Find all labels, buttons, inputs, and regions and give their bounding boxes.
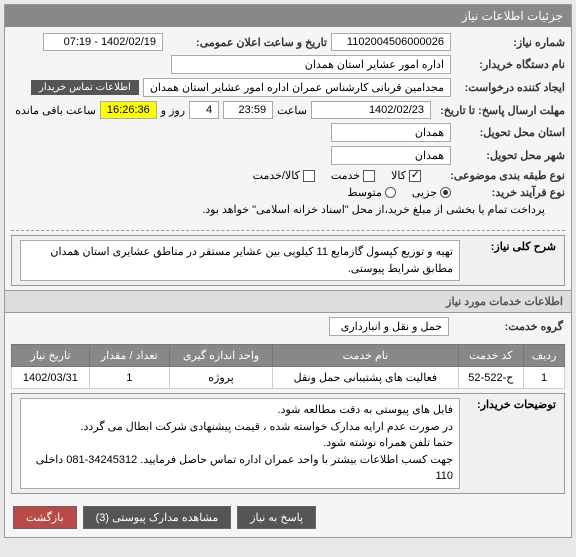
countdown-value: 16:26:36 bbox=[100, 101, 157, 119]
panel-title: جزئیات اطلاعات نیاز bbox=[5, 5, 571, 27]
td-unit: پروژه bbox=[169, 367, 273, 389]
goods-checkbox[interactable]: کالا bbox=[391, 169, 421, 182]
notes-box: توضیحات خریدار: فایل های پیوستی به دقت م… bbox=[11, 393, 565, 494]
group-value: حمل و نقل و انبارداری bbox=[329, 317, 449, 336]
description-box: شرح کلی نیاز: تهیه و توزیع کپسول گازمایع… bbox=[11, 235, 565, 286]
purchase-type-label: نوع فرآیند خرید: bbox=[455, 186, 565, 199]
attachments-button[interactable]: مشاهده مدارک پیوستی (3) bbox=[83, 506, 232, 529]
deadline-date: 1402/02/23 bbox=[311, 101, 431, 119]
medium-radio[interactable]: متوسط bbox=[347, 186, 396, 199]
deadline-label: مهلت ارسال پاسخ: تا تاریخ: bbox=[435, 104, 565, 117]
req-no-label: شماره نیاز: bbox=[455, 36, 565, 49]
th-unit: واحد اندازه گیری bbox=[169, 345, 273, 367]
service-label: خدمت bbox=[331, 169, 360, 182]
desc-label: شرح کلی نیاز: bbox=[466, 240, 556, 253]
td-code: ح-522-52 bbox=[458, 367, 524, 389]
back-button[interactable]: بازگشت bbox=[13, 506, 77, 529]
days-value: 4 bbox=[189, 101, 219, 119]
check-icon bbox=[363, 170, 375, 182]
service-checkbox[interactable]: خدمت bbox=[331, 169, 375, 182]
details-panel: جزئیات اطلاعات نیاز شماره نیاز: 11020045… bbox=[4, 4, 572, 538]
radio-icon bbox=[385, 187, 396, 198]
check-icon bbox=[303, 170, 315, 182]
buyer-label: نام دستگاه خریدار: bbox=[455, 58, 565, 71]
subject-type-label: نوع طبقه بندی موضوعی: bbox=[425, 169, 565, 182]
th-date: تاریخ نیاز bbox=[12, 345, 90, 367]
goods-service-label: کالا/خدمت bbox=[253, 169, 300, 182]
days-label: روز و bbox=[161, 104, 185, 117]
th-code: کد خدمت bbox=[458, 345, 524, 367]
group-label: گروه خدمت: bbox=[453, 320, 563, 333]
province-value: همدان bbox=[331, 123, 451, 142]
req-no-value: 1102004506000026 bbox=[331, 33, 451, 51]
td-row: 1 bbox=[524, 367, 565, 389]
check-icon bbox=[409, 170, 421, 182]
partial-label: جزیی bbox=[412, 186, 437, 199]
province-label: استان محل تحویل: bbox=[455, 126, 565, 139]
pay-note: پرداخت تمام یا بخشی از مبلغ خرید،از محل … bbox=[202, 203, 545, 216]
reply-button[interactable]: پاسخ به نیاز bbox=[237, 506, 316, 529]
th-name: نام خدمت bbox=[273, 345, 458, 367]
hour-label: ساعت bbox=[277, 104, 307, 117]
notes-text: فایل های پیوستی به دقت مطالعه شود. در صو… bbox=[20, 398, 460, 489]
creator-label: ایجاد کننده درخواست: bbox=[455, 81, 565, 94]
partial-radio[interactable]: جزیی bbox=[412, 186, 451, 199]
deadline-hour: 23:59 bbox=[223, 101, 273, 119]
city-label: شهر محل تحویل: bbox=[455, 149, 565, 162]
th-qty: تعداد / مقدار bbox=[89, 345, 169, 367]
buyer-value: اداره امور عشایر استان همدان bbox=[171, 55, 451, 74]
td-date: 1402/03/31 bbox=[12, 367, 90, 389]
announce-value: 1402/02/19 - 07:19 bbox=[43, 33, 163, 51]
radio-icon bbox=[440, 187, 451, 198]
creator-value: مجدامین قربانی کارشناس عمران اداره امور … bbox=[143, 78, 451, 97]
td-name: فعالیت های پشتیبانی حمل ونقل bbox=[273, 367, 458, 389]
separator bbox=[11, 230, 565, 231]
contact-info-link[interactable]: اطلاعات تماس خریدار bbox=[31, 80, 139, 95]
services-table: ردیف کد خدمت نام خدمت واحد اندازه گیری ت… bbox=[11, 344, 565, 389]
city-value: همدان bbox=[331, 146, 451, 165]
td-qty: 1 bbox=[89, 367, 169, 389]
form-area: شماره نیاز: 1102004506000026 تاریخ و ساع… bbox=[5, 27, 571, 226]
goods-service-checkbox[interactable]: کالا/خدمت bbox=[253, 169, 315, 182]
desc-text: تهیه و توزیع کپسول گازمایع 11 کیلویی بین… bbox=[20, 240, 460, 281]
services-section-title: اطلاعات خدمات مورد نیاز bbox=[5, 290, 571, 313]
table-row: 1 ح-522-52 فعالیت های پشتیبانی حمل ونقل … bbox=[12, 367, 565, 389]
th-row: ردیف bbox=[524, 345, 565, 367]
notes-label: توضیحات خریدار: bbox=[466, 398, 556, 411]
remain-label: ساعت باقی مانده bbox=[15, 104, 96, 117]
button-row: پاسخ به نیاز مشاهده مدارک پیوستی (3) باز… bbox=[5, 498, 571, 537]
goods-label: کالا bbox=[391, 169, 406, 182]
medium-label: متوسط bbox=[347, 186, 382, 199]
announce-label: تاریخ و ساعت اعلان عمومی: bbox=[167, 36, 327, 49]
